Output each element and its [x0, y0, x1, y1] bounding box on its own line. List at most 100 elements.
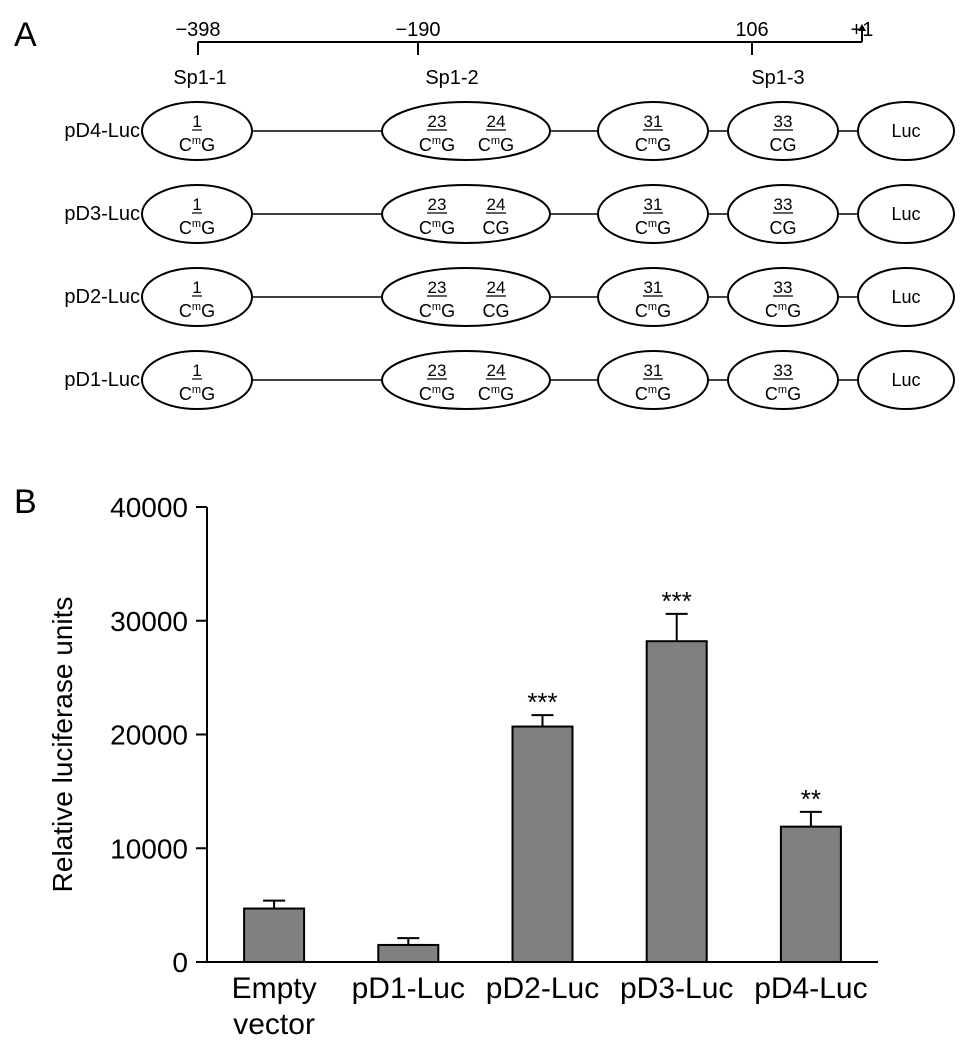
y-tick-label: 0: [172, 947, 188, 978]
cpg-region-oval: [727, 101, 839, 161]
axis-coordinate-label: −190: [395, 19, 440, 41]
unmethylated-cpg: CG: [770, 135, 797, 155]
axis-coordinate-label: −398: [175, 19, 220, 41]
cpg-number: 23: [428, 112, 447, 131]
cpg-region-oval: [141, 184, 253, 244]
x-tick-label: pD1-Luc: [352, 972, 465, 1005]
methylated-cpg: CmG: [765, 384, 801, 404]
luciferase-box: [857, 350, 955, 410]
unmethylated-cpg: CG: [483, 301, 510, 321]
cpg-region-oval: [727, 350, 839, 410]
y-tick-label: 30000: [110, 606, 188, 637]
bar: [243, 907, 306, 963]
axis-coordinate-label: +1: [851, 19, 874, 41]
methylated-cpg: CmG: [179, 135, 215, 155]
methylated-cpg: CmG: [635, 135, 671, 155]
panel-b-bar-chart: B Relative luciferase units 0 10000 20000 3…: [14, 483, 878, 1041]
bar: [779, 825, 842, 964]
unmethylated-cpg: CG: [483, 218, 510, 238]
panel-b-label: B: [14, 483, 37, 521]
cpg-region-oval: [381, 101, 551, 161]
cpg-number: 23: [428, 195, 447, 214]
cpg-region-oval: [141, 101, 253, 161]
methylated-cpg: CmG: [179, 218, 215, 238]
reporter-label: Luc: [891, 287, 920, 307]
cpg-number: 24: [487, 112, 506, 131]
cpg-region-oval: [141, 267, 253, 327]
x-tick-label: Empty: [232, 972, 317, 1005]
panel-a-label: A: [14, 16, 37, 54]
methylated-cpg: CmG: [635, 218, 671, 238]
reporter-label: Luc: [891, 121, 920, 141]
cpg-number: 31: [644, 112, 663, 131]
methylated-cpg: CmG: [179, 384, 215, 404]
methylated-cpg: CmG: [179, 301, 215, 321]
construct-row: pD4-Luc Luc 1 CmG 23 CmG 24 CmG 31 CmG 33 CG: [64, 101, 955, 161]
x-tick-label: pD4-Luc: [754, 972, 867, 1005]
luciferase-box: [857, 184, 955, 244]
methylated-cpg: CmG: [419, 301, 455, 321]
cpg-number: 24: [487, 361, 506, 380]
cpg-number: 23: [428, 278, 447, 297]
cpg-region-oval: [727, 267, 839, 327]
reporter-label: Luc: [891, 204, 920, 224]
x-tick-label: pD2-Luc: [486, 972, 599, 1005]
methylated-cpg: CmG: [635, 384, 671, 404]
cpg-number: 33: [774, 278, 793, 297]
cpg-region-oval: [597, 101, 709, 161]
methylated-cpg: CmG: [765, 301, 801, 321]
y-tick-label: 10000: [110, 833, 188, 864]
cpg-number: 33: [774, 112, 793, 131]
significance-marker: ***: [662, 586, 692, 616]
methylated-cpg: CmG: [478, 135, 514, 155]
luciferase-box: [857, 101, 955, 161]
bar: [377, 943, 440, 963]
methylated-cpg: CmG: [419, 135, 455, 155]
sp1-site-label: Sp1-2: [425, 67, 478, 89]
sp1-site-label: Sp1-1: [173, 67, 226, 89]
construct-name: pD2-Luc: [64, 286, 140, 308]
cpg-region-oval: [727, 184, 839, 244]
cpg-region-oval: [381, 350, 551, 410]
x-tick-label: vector: [233, 1008, 315, 1041]
cpg-number: 31: [644, 278, 663, 297]
cpg-number: 31: [644, 195, 663, 214]
cpg-number: 33: [774, 361, 793, 380]
cpg-number: 24: [487, 278, 506, 297]
bar: [511, 725, 574, 963]
y-tick-label: 20000: [110, 720, 188, 751]
cpg-number: 1: [192, 278, 201, 297]
axis-coordinate-label: 106: [735, 19, 768, 41]
cpg-number: 1: [192, 195, 201, 214]
methylated-cpg: CmG: [419, 218, 455, 238]
cpg-region-oval: [597, 184, 709, 244]
cpg-number: 31: [644, 361, 663, 380]
cpg-number: 1: [192, 112, 201, 131]
methylated-cpg: CmG: [419, 384, 455, 404]
methylated-cpg: CmG: [478, 384, 514, 404]
x-tick-label: pD3-Luc: [620, 972, 733, 1005]
tss-arrow-icon: [858, 24, 866, 31]
sp1-site-label: Sp1-3: [751, 67, 804, 89]
cpg-region-oval: [597, 350, 709, 410]
cpg-region-oval: [141, 350, 253, 410]
panel-a-construct-map: A −398 −190 106 +1 Sp1-1 Sp1-2 Sp1-3 pD4-Luc L…: [14, 16, 955, 410]
construct-row: pD3-Luc Luc 1 CmG 23 CmG 24 CG 31 CmG 33 CG: [64, 184, 955, 244]
cpg-number: 24: [487, 195, 506, 214]
construct-name: pD4-Luc: [64, 120, 140, 142]
significance-marker: ***: [527, 687, 557, 717]
y-axis-title: Relative luciferase units: [47, 597, 78, 893]
construct-name: pD3-Luc: [64, 203, 140, 225]
cpg-region-oval: [381, 267, 551, 327]
cpg-number: 1: [192, 361, 201, 380]
cpg-region-oval: [381, 184, 551, 244]
unmethylated-cpg: CG: [770, 218, 797, 238]
cpg-number: 23: [428, 361, 447, 380]
methylated-cpg: CmG: [635, 301, 671, 321]
construct-name: pD1-Luc: [64, 369, 140, 391]
cpg-region-oval: [597, 267, 709, 327]
reporter-label: Luc: [891, 370, 920, 390]
construct-row: pD2-Luc Luc 1 CmG 23 CmG 24 CG 31 CmG 33 CmG: [64, 267, 955, 327]
y-tick-label: 40000: [110, 492, 188, 523]
